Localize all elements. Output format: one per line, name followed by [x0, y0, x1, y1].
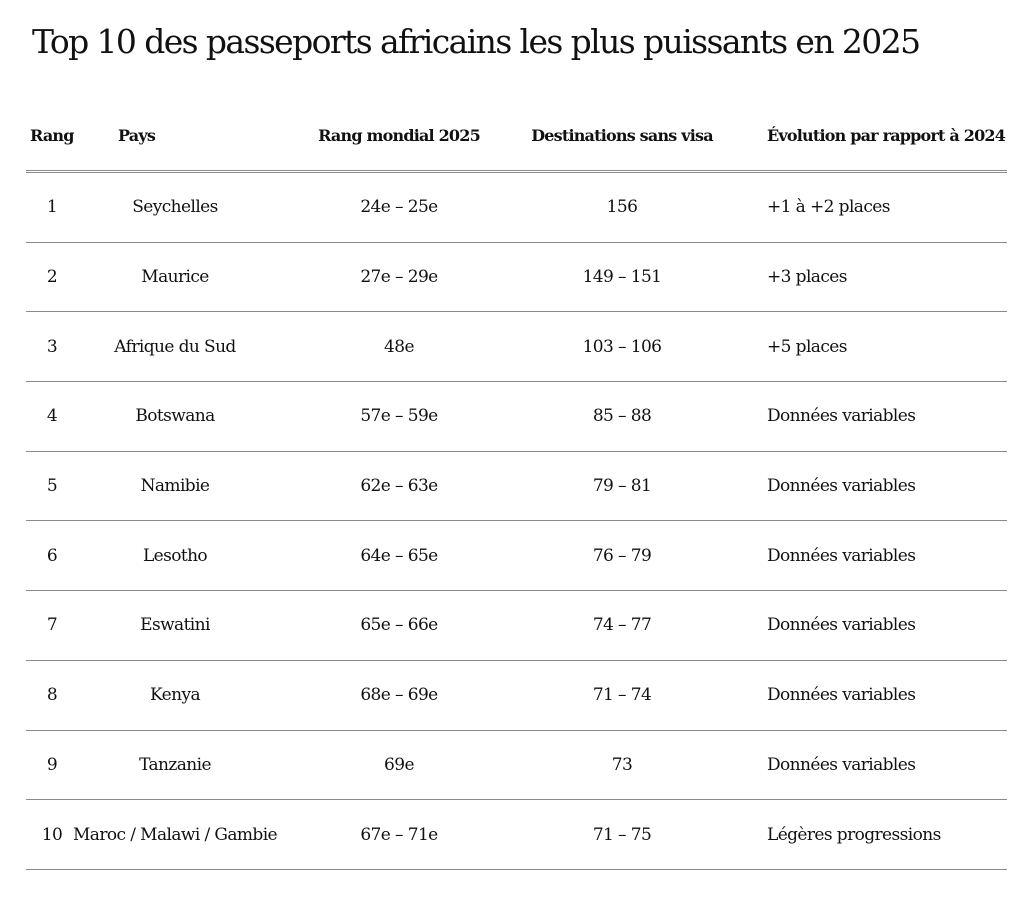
cell-evolution: Données variables	[767, 545, 916, 566]
table-row: 1 Seychelles 24e – 25e 156 +1 à +2 place…	[26, 173, 1007, 243]
cell-rank: 9	[46, 754, 58, 775]
cell-rank: 3	[46, 336, 58, 357]
cell-country: Lesotho	[142, 545, 208, 566]
cell-evolution: Données variables	[767, 406, 916, 427]
cell-country: Afrique du Sud	[114, 336, 236, 357]
cell-rank: 5	[46, 476, 58, 497]
cell-destinations: 74 – 77	[592, 615, 652, 636]
table-header-row: Rang Pays Rang mondial 2025 Destinations…	[26, 100, 1007, 173]
cell-country: Namibie	[140, 476, 210, 497]
cell-rank: 4	[46, 406, 58, 427]
table-row: 2 Maurice 27e – 29e 149 – 151 +3 places	[26, 243, 1007, 313]
cell-evolution: Données variables	[767, 685, 916, 706]
cell-rank: 1	[46, 197, 58, 218]
cell-evolution: Légères progressions	[767, 824, 941, 845]
cell-rank: 8	[46, 685, 58, 706]
cell-world-rank: 64e – 65e	[360, 545, 438, 566]
cell-world-rank: 24e – 25e	[360, 197, 438, 218]
header-world-rank: Rang mondial 2025	[318, 125, 481, 145]
cell-destinations: 156	[606, 197, 638, 218]
cell-country: Tanzanie	[139, 754, 211, 775]
cell-country: Seychelles	[132, 197, 218, 218]
cell-evolution: Données variables	[767, 615, 916, 636]
cell-destinations: 76 – 79	[592, 545, 652, 566]
cell-rank: 7	[46, 615, 58, 636]
cell-destinations: 71 – 74	[592, 685, 652, 706]
cell-evolution: +1 à +2 places	[767, 197, 890, 218]
cell-country: Kenya	[150, 685, 201, 706]
cell-destinations: 85 – 88	[592, 406, 652, 427]
cell-world-rank: 27e – 29e	[360, 267, 438, 288]
passport-table: Rang Pays Rang mondial 2025 Destinations…	[26, 100, 1007, 870]
header-destinations: Destinations sans visa	[531, 125, 713, 145]
cell-world-rank: 48e	[384, 336, 415, 357]
cell-country: Maurice	[141, 267, 209, 288]
cell-rank: 2	[46, 267, 58, 288]
table-row: 5 Namibie 62e – 63e 79 – 81 Données vari…	[26, 452, 1007, 522]
cell-destinations: 79 – 81	[592, 476, 652, 497]
cell-country: Maroc / Malawi / Gambie	[73, 824, 278, 845]
cell-world-rank: 69e	[384, 754, 415, 775]
cell-destinations: 71 – 75	[592, 824, 652, 845]
header-country: Pays	[118, 125, 156, 145]
cell-destinations: 103 – 106	[582, 336, 662, 357]
header-evolution: Évolution par rapport à 2024	[767, 125, 1006, 145]
table-row: 3 Afrique du Sud 48e 103 – 106 +5 places	[26, 312, 1007, 383]
cell-country: Botswana	[135, 406, 215, 427]
cell-evolution: +3 places	[767, 267, 847, 288]
cell-world-rank: 57e – 59e	[360, 406, 438, 427]
header-rank: Rang	[30, 125, 74, 145]
cell-world-rank: 67e – 71e	[360, 824, 438, 845]
cell-world-rank: 62e – 63e	[360, 476, 438, 497]
cell-destinations: 73	[611, 754, 633, 775]
table-row: 7 Eswatini 65e – 66e 74 – 77 Données var…	[26, 591, 1007, 661]
cell-world-rank: 65e – 66e	[360, 615, 438, 636]
table-row: 4 Botswana 57e – 59e 85 – 88 Données var…	[26, 382, 1007, 452]
cell-evolution: +5 places	[767, 336, 847, 357]
table-row: 6 Lesotho 64e – 65e 76 – 79 Données vari…	[26, 521, 1007, 592]
cell-world-rank: 68e – 69e	[360, 685, 438, 706]
table-row: 10 Maroc / Malawi / Gambie 67e – 71e 71 …	[26, 800, 1007, 870]
cell-rank: 10	[41, 824, 63, 845]
table-row: 8 Kenya 68e – 69e 71 – 74 Données variab…	[26, 661, 1007, 731]
cell-evolution: Données variables	[767, 754, 916, 775]
table-row: 9 Tanzanie 69e 73 Données variables	[26, 731, 1007, 801]
cell-country: Eswatini	[140, 615, 210, 636]
page-title: Top 10 des passeports africains les plus…	[32, 22, 921, 61]
cell-rank: 6	[46, 545, 58, 566]
cell-evolution: Données variables	[767, 476, 916, 497]
cell-destinations: 149 – 151	[582, 267, 662, 288]
